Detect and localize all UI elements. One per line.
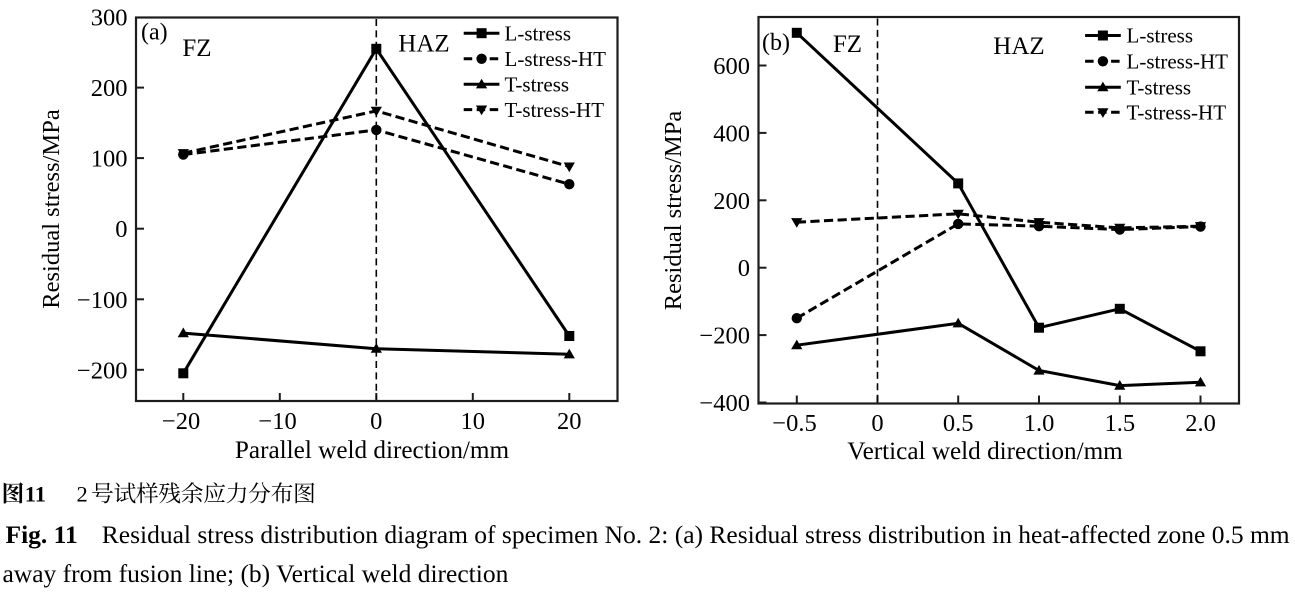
svg-text:T-stress: T-stress: [505, 73, 570, 97]
svg-text:400: 400: [713, 120, 750, 147]
svg-text:T-stress: T-stress: [1127, 75, 1192, 99]
svg-text:0.5: 0.5: [943, 410, 974, 437]
svg-text:300: 300: [91, 5, 128, 32]
svg-text:0: 0: [871, 410, 883, 437]
svg-text:200: 200: [713, 188, 750, 215]
svg-text:1.5: 1.5: [1104, 410, 1135, 437]
svg-text:−200: −200: [77, 357, 128, 384]
svg-text:L-stress-HT: L-stress-HT: [505, 47, 607, 71]
svg-text:(a): (a): [141, 20, 168, 46]
svg-text:−0.5: −0.5: [772, 410, 816, 437]
svg-text:(b): (b): [762, 30, 790, 56]
svg-text:L-stress: L-stress: [1127, 24, 1194, 48]
svg-text:Vertical weld direction/mm: Vertical weld direction/mm: [847, 438, 1123, 465]
svg-text:−200: −200: [699, 323, 750, 350]
svg-text:Residual stress/MPa: Residual stress/MPa: [38, 109, 65, 309]
svg-text:1.0: 1.0: [1024, 410, 1055, 437]
svg-text:100: 100: [91, 146, 128, 173]
svg-text:0: 0: [738, 255, 750, 282]
svg-text:2: 2: [77, 482, 88, 507]
svg-text:11: 11: [25, 482, 46, 507]
svg-text:Parallel weld direction/mm: Parallel weld direction/mm: [235, 437, 510, 464]
svg-text:FZ: FZ: [833, 31, 862, 58]
svg-text:20: 20: [557, 408, 582, 435]
svg-text:−20: −20: [162, 408, 200, 435]
svg-text:200: 200: [91, 75, 128, 102]
svg-text:Residual stress/MPa: Residual stress/MPa: [660, 111, 687, 311]
svg-text:T-stress-HT: T-stress-HT: [1127, 101, 1227, 125]
svg-text:HAZ: HAZ: [993, 33, 1044, 60]
svg-text:−400: −400: [699, 390, 750, 417]
svg-text:FZ: FZ: [182, 35, 211, 62]
svg-text:10: 10: [461, 408, 486, 435]
svg-text:0: 0: [115, 216, 127, 243]
svg-text:−10: −10: [258, 408, 296, 435]
svg-text:HAZ: HAZ: [398, 31, 449, 58]
svg-text:600: 600: [713, 53, 750, 80]
svg-text:L-stress: L-stress: [505, 21, 572, 45]
svg-text:L-stress-HT: L-stress-HT: [1127, 50, 1229, 74]
svg-text:−100: −100: [77, 287, 128, 314]
svg-text:0: 0: [370, 408, 382, 435]
svg-text:T-stress-HT: T-stress-HT: [505, 98, 605, 122]
svg-text:2.0: 2.0: [1185, 410, 1216, 437]
